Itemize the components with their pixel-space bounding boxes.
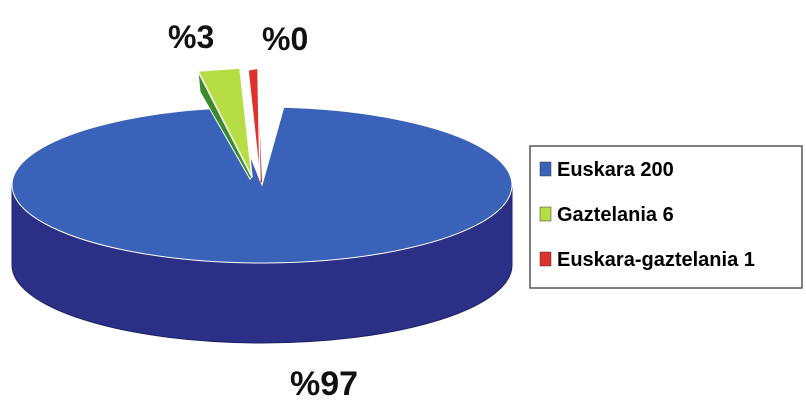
legend-swatch-gaztelania (539, 206, 552, 222)
percent-label-gaztelania: %3 (168, 19, 214, 55)
pie-slice-gaztelania (196, 67, 253, 178)
legend-swatch-euskara-gaztelania (539, 251, 552, 267)
pie-slice-euskara (11, 106, 513, 264)
pie-slice-euskara-gaztelania (247, 67, 261, 182)
percent-label-euskara: %97 (290, 365, 358, 403)
legend-box (529, 145, 803, 289)
legend-swatch-euskara (539, 161, 552, 177)
legend-label-gaztelania: Gaztelania 6 (557, 204, 674, 226)
legend-label-euskara: Euskara 200 (557, 159, 674, 181)
legend: Euskara 200 Gaztelania 6 Euskara-gaztela… (529, 145, 803, 289)
percent-label-euskara-gaztelania: %0 (262, 21, 308, 57)
legend-label-euskara-gaztelania: Euskara-gaztelania 1 (557, 249, 755, 271)
